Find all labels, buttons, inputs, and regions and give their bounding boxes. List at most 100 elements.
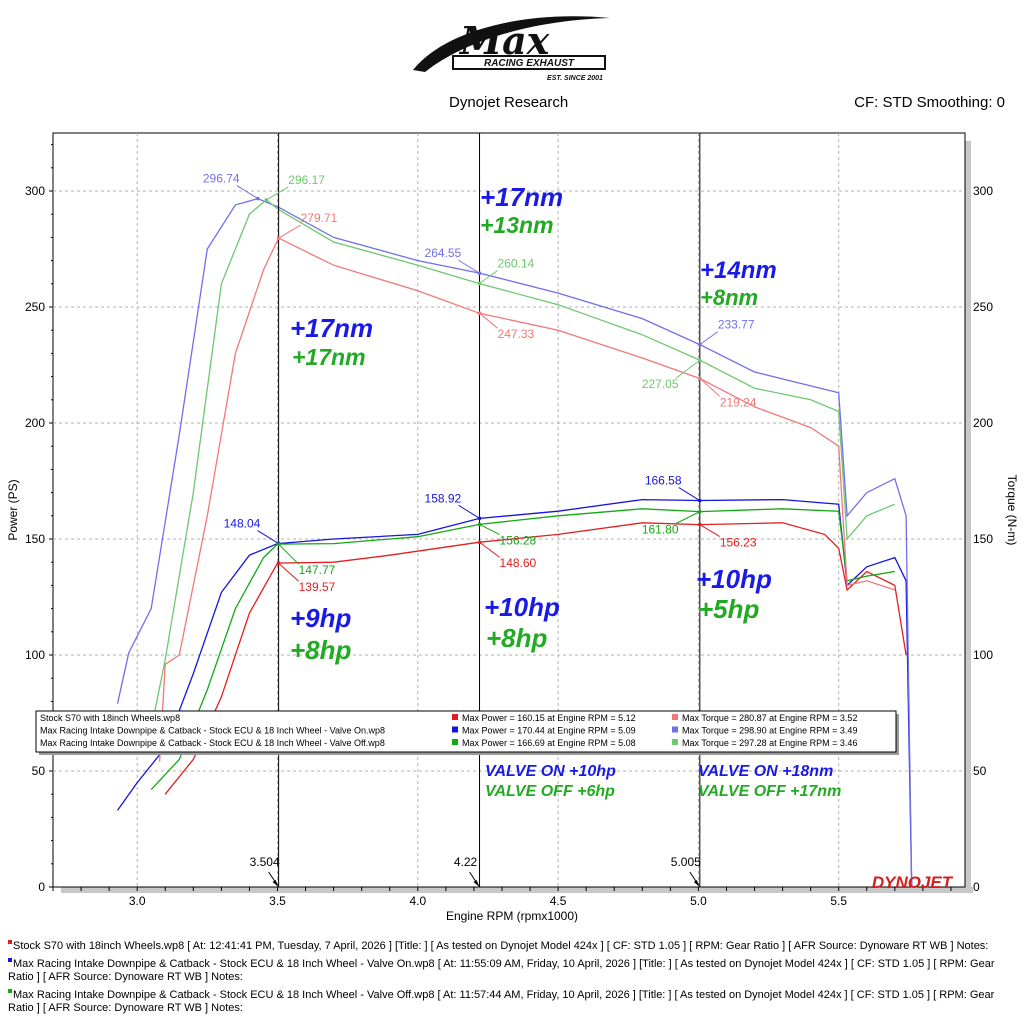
dyno-chart: 3.0 3.5 4.0 4.5 5.0 5.5 0 0 50 50 100 100 150 150 200 2…	[6, 132, 1019, 923]
rpm-cursors: 3.504 4.22 5.005	[250, 133, 701, 887]
rpm-cursor-label: 3.504	[250, 855, 280, 869]
run-color-marker	[8, 958, 12, 962]
series-line-power-1	[116, 498, 913, 888]
point-label-marker	[698, 509, 702, 514]
footer-run-text: Max Racing Intake Downpipe & Catback - S…	[8, 989, 995, 1014]
legend-max-power: Max Power = 160.15 at Engine RPM = 5.12	[462, 713, 636, 723]
gain-annotation: VALVE ON +10hp	[485, 763, 616, 780]
header-cf-smoothing: CF: STD Smoothing: 0	[854, 94, 1005, 111]
point-label-marker	[477, 311, 482, 315]
point-label-leader	[479, 270, 498, 284]
point-label-marker	[698, 522, 702, 527]
legend-max-torque: Max Torque = 280.87 at Engine RPM = 3.52	[682, 713, 857, 723]
y-tick-label-left: 200	[25, 416, 45, 430]
y-axis-label-right: Torque (N-m)	[1005, 475, 1019, 546]
point-label-leader	[458, 504, 480, 519]
footer-run-info: Max Racing Intake Downpipe & Catback - S…	[8, 958, 1014, 984]
point-label: 148.60	[500, 556, 537, 570]
y-tick-label-left: 100	[25, 648, 45, 662]
legend-max-torque: Max Torque = 298.90 at Engine RPM = 3.49	[682, 726, 857, 736]
y-tick-label-left: 0	[38, 880, 45, 894]
y-tick-label-right: 50	[973, 764, 987, 778]
gain-annotation: +5hp	[698, 594, 760, 624]
y-tick-label-right: 150	[973, 532, 993, 546]
point-label-marker	[698, 376, 702, 381]
point-label-leader	[266, 186, 289, 201]
point-label: 219.24	[720, 395, 757, 409]
point-label: 264.55	[425, 246, 462, 260]
annotations: +17nm+13nm+14nm+8nm+17nm+17nm+10hp+8hp+1…	[290, 182, 841, 800]
legend-max-power: Max Power = 170.44 at Engine RPM = 5.09	[462, 726, 636, 736]
point-label: 296.17	[288, 173, 325, 187]
point-label: 148.04	[224, 517, 261, 531]
y-tick-label-right: 200	[973, 416, 993, 430]
point-label-marker	[477, 281, 482, 286]
legend-swatch-torque	[672, 714, 678, 720]
x-tick-label: 5.0	[690, 894, 707, 908]
point-label: 227.05	[642, 377, 679, 391]
point-label: 147.77	[299, 563, 336, 577]
point-label: 166.58	[645, 474, 682, 488]
point-label-marker	[256, 196, 260, 201]
gain-annotation: +10hp	[484, 592, 560, 622]
gain-annotation: VALVE OFF +6hp	[485, 783, 615, 800]
gain-annotation: +17nm	[290, 313, 373, 343]
logo-sub: RACING EXHAUST	[484, 58, 575, 69]
point-label-marker	[276, 542, 281, 546]
point-label-marker	[698, 358, 702, 363]
point-label: 156.28	[500, 533, 537, 547]
gain-annotation: +10hp	[696, 564, 772, 594]
rpm-cursor-label: 4.22	[454, 855, 478, 869]
point-label-leader	[458, 259, 480, 274]
point-label-marker	[698, 498, 702, 503]
plot-shadow-right	[965, 141, 971, 893]
y-tick-label-right: 100	[973, 648, 993, 662]
dynojet-watermark: DYNOJET	[872, 873, 954, 892]
rpm-cursor-arrowhead	[473, 880, 480, 887]
legend-swatch-power	[452, 726, 458, 733]
y-tick-label-left: 300	[25, 184, 45, 198]
point-label-leader	[236, 185, 259, 199]
point-label-leader	[479, 523, 500, 535]
point-label-marker	[477, 540, 482, 545]
legend-file-name: Max Racing Intake Downpipe & Catback - S…	[40, 738, 385, 748]
y-tick-label-right: 250	[973, 300, 993, 314]
point-label: 158.92	[425, 491, 462, 505]
point-label-marker	[477, 271, 482, 276]
point-label-marker	[276, 561, 281, 565]
footer-run-text: Max Racing Intake Downpipe & Catback - S…	[8, 958, 995, 983]
y-tick-label-left: 150	[25, 532, 45, 546]
point-label: 296.74	[203, 172, 240, 186]
plot-shadow-bottom	[61, 887, 973, 893]
y-tick-label-right: 300	[973, 184, 993, 198]
gain-annotation: +14nm	[700, 257, 777, 284]
gain-annotation: VALVE OFF +17nm	[698, 783, 841, 800]
rpm-cursor-arrowhead	[693, 880, 700, 887]
point-label-leader	[675, 359, 701, 379]
point-label: 260.14	[498, 256, 535, 270]
legend-swatch-torque	[672, 739, 678, 745]
gain-annotation: +13nm	[480, 212, 554, 238]
point-label-leader	[278, 224, 301, 239]
y-axis-label-left: Power (PS)	[6, 479, 20, 540]
point-label-leader	[699, 524, 721, 537]
axes: 3.0 3.5 4.0 4.5 5.0 5.5 0 0 50 50 100 100 150 150 200 2…	[6, 144, 1019, 923]
logo-est: EST. SINCE 2001	[547, 75, 603, 82]
y-tick-label-right: 0	[973, 880, 980, 894]
gain-annotation: VALVE ON +18nm	[698, 763, 833, 780]
point-label-leader	[699, 331, 719, 346]
point-label-marker	[264, 198, 269, 202]
legend: Stock S70 with 18inch Wheels.wp8 Max Raci…	[35, 710, 899, 755]
footer-run-info: Max Racing Intake Downpipe & Catback - S…	[8, 989, 1014, 1015]
legend-swatch-torque	[672, 726, 678, 733]
point-label-leader	[479, 312, 498, 329]
footer-run-text: Stock S70 with 18inch Wheels.wp8 [ At: 1…	[13, 940, 989, 952]
y-tick-label-left: 250	[25, 300, 45, 314]
point-label: 247.33	[498, 327, 535, 341]
x-tick-label: 5.5	[830, 894, 847, 908]
point-label-marker	[276, 236, 281, 240]
point-label-marker	[477, 516, 482, 521]
point-label: 233.77	[718, 318, 755, 332]
point-label-leader	[278, 543, 299, 565]
point-labels: 296.74 296.17 279.71 264.55 260.14 247.33 233.…	[203, 172, 757, 595]
